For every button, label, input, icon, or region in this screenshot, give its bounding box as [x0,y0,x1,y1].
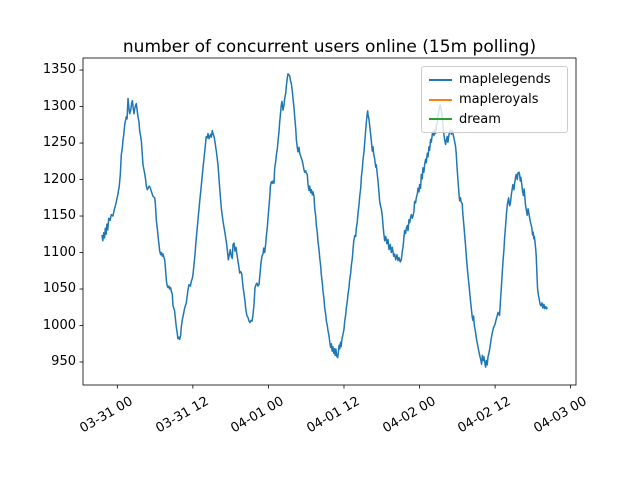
data-line-maplelegends [101,72,549,368]
y-tick-label: 1200 [42,171,76,187]
y-tick-label: 950 [51,354,76,369]
plot-border [82,57,577,386]
legend-item-dream: dream [429,110,567,128]
chart-title: number of concurrent users online (15m p… [122,37,537,57]
y-tick-label: 1300 [42,98,76,114]
legend-line-swatch-maplelegends [429,78,452,81]
y-tick-label: 1350 [42,62,76,78]
y-tick-label: 1150 [42,208,76,224]
legend-label-maplelegends: maplelegends [459,72,551,88]
legend-label-dream: dream [459,111,501,127]
legend-line-swatch-dream [429,118,452,121]
y-tick-label: 1000 [42,317,76,333]
legend-line-swatch-mapleroyals [429,98,452,101]
y-tick-label: 1250 [42,135,76,151]
y-tick-label: 1050 [42,281,76,297]
legend: maplelegends mapleroyals dream [421,66,568,133]
legend-item-maplelegends: maplelegends [429,71,567,89]
legend-item-mapleroyals: mapleroyals [429,91,567,109]
y-tick-label: 1100 [42,244,76,260]
legend-label-mapleroyals: mapleroyals [459,92,539,107]
